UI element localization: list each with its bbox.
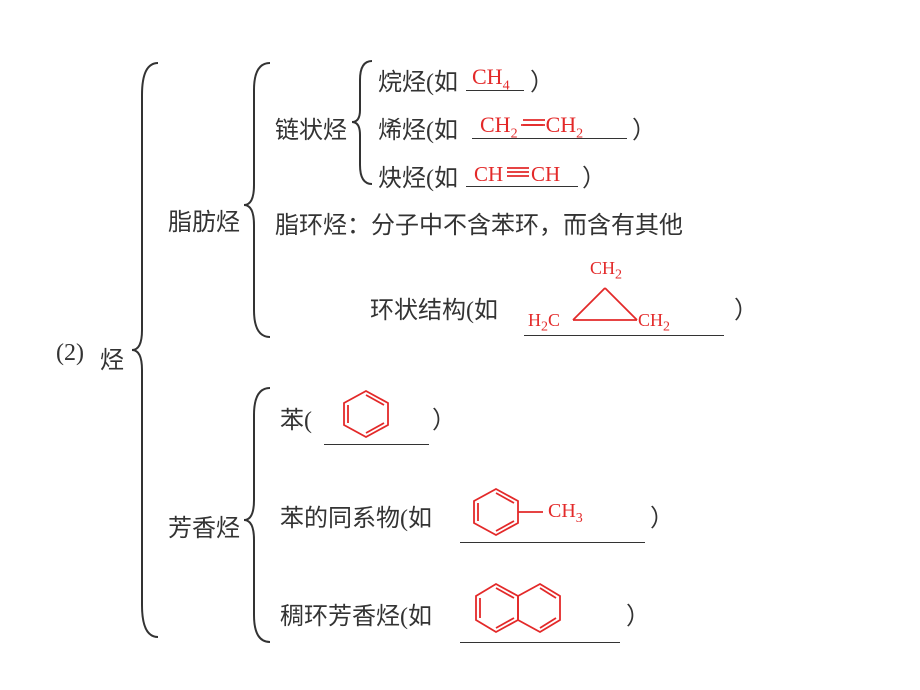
aliphatic-label: 脂肪烃 [168, 202, 240, 237]
benzene-label: 苯( [280, 400, 312, 435]
fused-label: 稠环芳香烃(如 [280, 596, 432, 631]
benzene-close: ） [432, 400, 456, 435]
alkyne-right: CH [531, 162, 560, 187]
root-brace [128, 55, 168, 645]
alicyclic-line1: 脂环烃：分子中不含苯环，而含有其他 [275, 205, 683, 240]
alkene-close: ） [632, 110, 656, 145]
alkene-double-bond [520, 118, 548, 128]
toluene-ch3: CH3 [548, 500, 583, 527]
homolog-underline [460, 542, 645, 543]
homolog-close: ） [650, 498, 674, 533]
cyclopropane-left: H2C [528, 310, 560, 336]
alkane-underline [466, 90, 524, 91]
alkyne-label: 炔烃(如 [378, 158, 458, 193]
chain-brace [348, 55, 378, 190]
alkane-label: 烷烃(如 [378, 62, 458, 97]
benzene-underline [324, 444, 429, 445]
cyclopropane-top: CH2 [590, 258, 622, 284]
toluene-icon [465, 483, 555, 539]
alkene-label: 烯烃(如 [378, 110, 458, 145]
alkane-close: ） [530, 62, 554, 97]
fused-underline [460, 642, 620, 643]
cyclopropane-close: ） [734, 290, 758, 325]
alkyne-triple-bond [505, 166, 531, 178]
cyclopropane-underline [524, 335, 724, 336]
alkyne-left: CH [474, 162, 503, 187]
cyclopropane-right: CH2 [638, 310, 670, 336]
benzene-icon [335, 385, 397, 441]
aromatic-brace [240, 380, 280, 650]
alkyne-underline [466, 186, 578, 187]
alkyne-close: ） [582, 158, 606, 193]
aromatic-label: 芳香烃 [168, 508, 240, 543]
root-prefix: (2) [56, 340, 84, 367]
naphthalene-icon [468, 578, 568, 638]
chain-label: 链状烃 [275, 110, 347, 145]
homolog-label: 苯的同系物(如 [280, 498, 432, 533]
alkene-underline [472, 138, 627, 139]
aliphatic-brace [240, 55, 280, 345]
alicyclic-line2: 环状结构(如 [370, 290, 498, 325]
root-label: 烃 [100, 340, 124, 375]
diagram-container: (2) 烃 脂肪烃 链状烃 烷烃(如 CH4 ） 烯烃(如 CH2CH2 ） 炔… [0, 0, 920, 690]
fused-close: ） [626, 596, 650, 631]
